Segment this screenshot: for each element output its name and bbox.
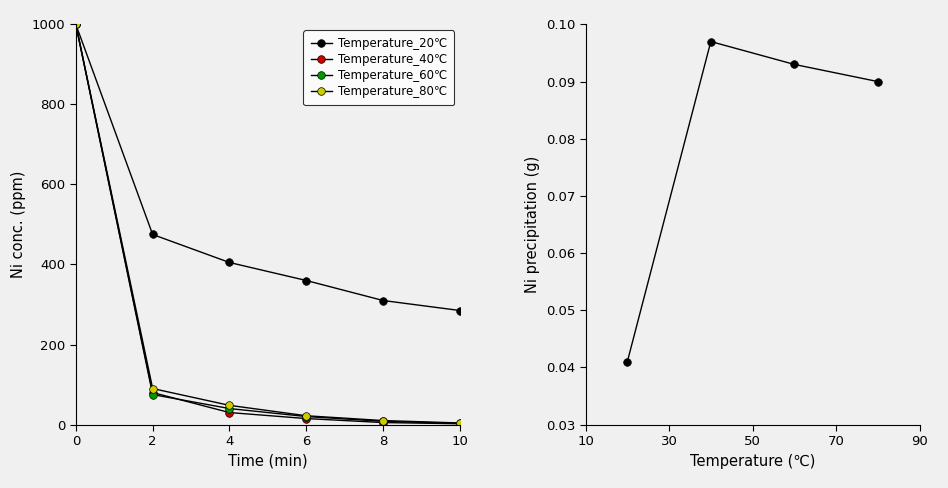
Temperature_80℃: [147, 386, 158, 391]
Line: Temperature_80℃: Temperature_80℃: [72, 20, 464, 427]
Temperature_20℃: [147, 232, 158, 238]
Temperature_80℃: [377, 418, 389, 424]
Temperature_40℃: [377, 420, 389, 426]
Temperature_20℃: [224, 260, 235, 265]
Temperature_60℃: [377, 418, 389, 424]
Temperature_80℃: [70, 21, 82, 27]
Temperature_80℃: [301, 413, 312, 419]
Temperature_40℃: [147, 389, 158, 395]
X-axis label: Time (min): Time (min): [228, 453, 308, 468]
Y-axis label: Ni conc. (ppm): Ni conc. (ppm): [11, 171, 27, 278]
Temperature_60℃: [301, 414, 312, 420]
Temperature_40℃: [301, 416, 312, 422]
Temperature_60℃: [70, 21, 82, 27]
Temperature_20℃: [301, 278, 312, 284]
Temperature_40℃: [224, 409, 235, 415]
Line: Temperature_20℃: Temperature_20℃: [72, 20, 464, 314]
Temperature_20℃: [454, 307, 465, 313]
Temperature_60℃: [147, 391, 158, 397]
Legend: Temperature_20℃, Temperature_40℃, Temperature_60℃, Temperature_80℃: Temperature_20℃, Temperature_40℃, Temper…: [303, 30, 454, 105]
Temperature_20℃: [377, 298, 389, 304]
Line: Temperature_40℃: Temperature_40℃: [72, 20, 464, 427]
Temperature_80℃: [224, 403, 235, 408]
Temperature_80℃: [454, 420, 465, 426]
Temperature_20℃: [70, 21, 82, 27]
Temperature_60℃: [454, 421, 465, 427]
Temperature_40℃: [454, 421, 465, 427]
Line: Temperature_60℃: Temperature_60℃: [72, 20, 464, 427]
X-axis label: Temperature (℃): Temperature (℃): [690, 453, 815, 468]
Y-axis label: Ni precipitation (g): Ni precipitation (g): [525, 156, 540, 293]
Temperature_40℃: [70, 21, 82, 27]
Temperature_60℃: [224, 406, 235, 411]
